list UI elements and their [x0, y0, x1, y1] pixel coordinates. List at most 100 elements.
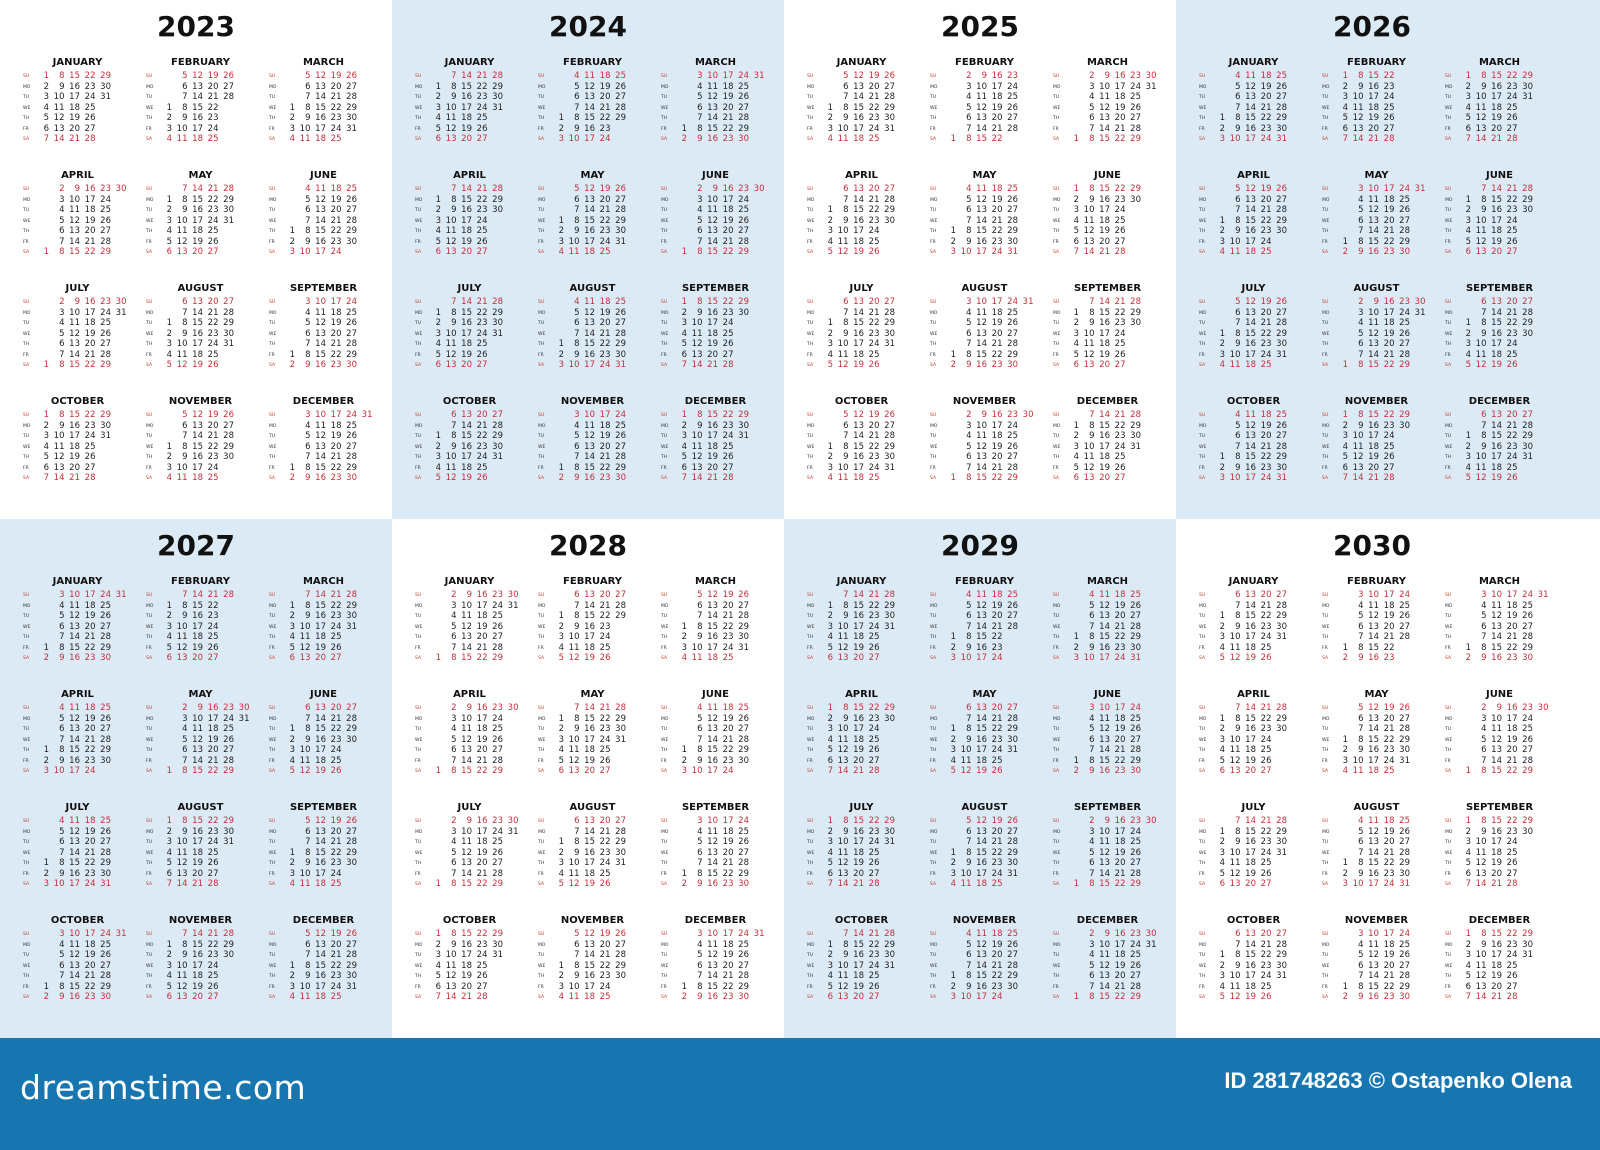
- month-name: JULY: [1241, 802, 1266, 813]
- calendar-day: 16: [192, 113, 203, 123]
- calendar-day: 24: [100, 590, 111, 600]
- calendar-day: 7: [1358, 632, 1364, 642]
- calendar-day: 3: [305, 410, 311, 420]
- weekday-label: MO: [1199, 197, 1207, 203]
- calendar-day: 1: [558, 960, 564, 971]
- calendar-day: 6: [697, 226, 703, 236]
- weekday-label: MO: [538, 197, 546, 203]
- weekday-label: SA: [146, 995, 153, 1000]
- calendar-day: 17: [84, 590, 96, 600]
- calendar-day: 5: [59, 950, 65, 960]
- calendar-day: 21: [1368, 473, 1379, 483]
- calendar-day: 1: [558, 462, 564, 473]
- calendar-day: 31: [615, 360, 626, 370]
- weekday-label: WE: [1053, 218, 1061, 224]
- calendar-day: 15: [1245, 215, 1256, 226]
- month-block: NOVEMBER SU MO TU WE TH FR SA 1 2 3 4 5 6 7 8 9 10 11 12 13 1…: [1314, 915, 1439, 1025]
- calendar-day: 28: [722, 360, 734, 370]
- calendar-day: 11: [445, 960, 457, 971]
- month-name: JANUARY: [836, 576, 887, 587]
- weekday-label: SA: [1053, 363, 1060, 368]
- calendar-day: 18: [722, 826, 734, 837]
- weekday-label: TH: [1322, 342, 1329, 347]
- calendar-day: 31: [884, 960, 895, 971]
- calendar-day: 18: [1368, 102, 1379, 113]
- calendar-day: 26: [884, 71, 895, 81]
- calendar-day: 28: [1130, 868, 1141, 879]
- weekday-label: TU: [146, 953, 153, 958]
- weekday-label: WE: [23, 850, 31, 856]
- calendar-day: 24: [346, 410, 357, 420]
- dreamstime-logo[interactable]: dreamstime.com: [20, 1068, 307, 1107]
- weekday-label: SU: [269, 413, 276, 418]
- weekday-label: SU: [1199, 300, 1206, 305]
- calendar-day: 30: [1007, 236, 1018, 247]
- calendar-day: 5: [166, 360, 172, 370]
- weekday-label: SU: [269, 706, 276, 711]
- weekday-label: SU: [269, 593, 276, 598]
- calendar-day: 28: [868, 766, 880, 776]
- weekday-label: TU: [1053, 840, 1060, 845]
- calendar-day: 3: [827, 724, 833, 734]
- calendar-day: 21: [207, 431, 219, 441]
- calendar-day: 21: [1506, 420, 1518, 431]
- calendar-day: 2: [1358, 297, 1364, 307]
- calendar-day: 9: [1481, 939, 1487, 950]
- weekday-label: TU: [269, 208, 276, 213]
- weekday-label: FR: [930, 871, 936, 877]
- weekday-label: TU: [661, 434, 668, 439]
- calendar-day: 27: [1399, 215, 1410, 226]
- calendar-day: 26: [346, 194, 357, 205]
- calendar-day: 29: [1007, 226, 1018, 236]
- calendar-day: 21: [1114, 745, 1126, 755]
- month-name: NOVEMBER: [168, 396, 233, 407]
- month-block: APRIL SU MO TU WE TH FR SA 1 2 3 4 5 6 7 8 9 10 11 12 13 14 15…: [799, 689, 924, 799]
- calendar-day: 5: [289, 642, 295, 653]
- weekday-label: TU: [23, 434, 30, 439]
- calendar-day: 2: [451, 816, 457, 826]
- month-name: FEBRUARY: [955, 57, 1014, 68]
- calendar-day: 29: [884, 318, 895, 328]
- weekday-label: TU: [415, 434, 422, 439]
- calendar-day: 29: [1130, 134, 1141, 144]
- calendar-day: 28: [1007, 215, 1018, 226]
- calendar-day: 24: [1260, 473, 1272, 483]
- calendar-day: 14: [1245, 939, 1256, 950]
- calendar-day: 24: [1260, 236, 1272, 247]
- weekday-label: TU: [1445, 953, 1452, 958]
- weekday-label: SU: [1322, 932, 1329, 937]
- calendar-day: 19: [1383, 328, 1395, 339]
- calendar-day: 29: [884, 703, 895, 713]
- calendar-day: 18: [1383, 600, 1395, 611]
- weekday-label: SU: [415, 300, 422, 305]
- weekday-label: WE: [415, 105, 423, 111]
- calendar-day: 18: [192, 847, 203, 858]
- weekday-label: MO: [1445, 829, 1453, 835]
- calendar-day: 20: [1114, 734, 1126, 745]
- calendar-day: 1: [827, 205, 833, 215]
- calendar-day: 25: [476, 960, 488, 971]
- weekday-label: TU: [930, 321, 937, 326]
- calendar-day: 11: [707, 826, 718, 837]
- calendar-day: 21: [84, 632, 96, 642]
- calendar-day: 15: [853, 939, 864, 950]
- calendar-day: 16: [1491, 205, 1502, 215]
- calendar-day: 2: [289, 113, 295, 123]
- calendar-day: 25: [599, 745, 611, 755]
- month-block: OCTOBER SU MO TU WE TH FR SA 1 2 3 4 5 6 7 8 9 10 11 12 13 14…: [799, 915, 924, 1025]
- calendar-day: 1: [289, 462, 295, 473]
- calendar-day: 1: [1342, 981, 1348, 992]
- calendar-day: 1: [1073, 420, 1079, 431]
- calendar-day: 29: [1007, 349, 1018, 360]
- calendar-day: 8: [1481, 318, 1487, 328]
- month-block: JULY SU MO TU WE TH FR SA 1 2 3 4 5 6 7 8 9 10 11 12 13 14 15 1…: [15, 802, 140, 912]
- calendar-day: 24: [84, 431, 96, 441]
- calendar-day: 23: [1506, 441, 1518, 452]
- calendar-day: 25: [1130, 837, 1141, 847]
- calendar-day: 24: [1383, 92, 1395, 102]
- calendar-day: 25: [722, 328, 734, 339]
- calendar-day: 21: [330, 339, 342, 349]
- calendar-day: 17: [315, 123, 326, 134]
- calendar-day: 17: [1368, 879, 1379, 889]
- calendar-day: 18: [853, 473, 864, 483]
